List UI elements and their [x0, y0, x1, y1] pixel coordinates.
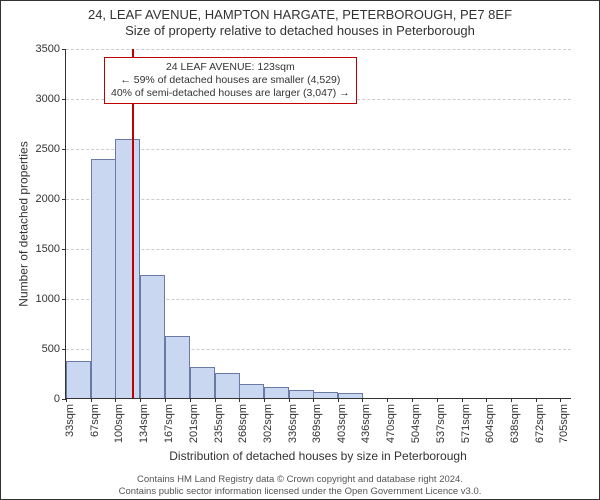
grid-line [66, 149, 571, 150]
x-axis-label: Distribution of detached houses by size … [65, 449, 571, 463]
grid-line [66, 249, 571, 250]
x-tick-mark [511, 398, 512, 402]
x-tick-mark [165, 398, 166, 402]
x-tick-label: 403sqm [336, 404, 348, 443]
title-main: 24, LEAF AVENUE, HAMPTON HARGATE, PETERB… [1, 7, 599, 23]
chart-frame: 24, LEAF AVENUE, HAMPTON HARGATE, PETERB… [0, 0, 600, 500]
x-tick-mark [115, 398, 116, 402]
bar [215, 373, 240, 398]
annotation-line2: ← 59% of detached houses are smaller (4,… [111, 74, 350, 87]
x-tick-label: 571sqm [460, 404, 472, 443]
y-tick-label: 1500 [36, 243, 60, 255]
bar [66, 361, 91, 398]
x-tick-mark [91, 398, 92, 402]
y-tick-label: 500 [42, 343, 60, 355]
annotation-box: 24 LEAF AVENUE: 123sqm← 59% of detached … [104, 57, 357, 104]
x-tick-label: 537sqm [435, 404, 447, 443]
annotation-line1: 24 LEAF AVENUE: 123sqm [111, 61, 350, 74]
x-tick-mark [264, 398, 265, 402]
plot-wrap: 050010001500200025003000350033sqm67sqm10… [65, 49, 571, 399]
x-tick-mark [536, 398, 537, 402]
x-tick-mark [313, 398, 314, 402]
grid-line [66, 199, 571, 200]
title-sub: Size of property relative to detached ho… [1, 23, 599, 39]
x-tick-label: 369sqm [311, 404, 323, 443]
y-tick-label: 3000 [36, 93, 60, 105]
annotation-line3: 40% of semi-detached houses are larger (… [111, 87, 350, 100]
y-tick-label: 0 [54, 393, 60, 405]
x-tick-label: 336sqm [287, 404, 299, 443]
x-tick-label: 302sqm [262, 404, 274, 443]
bar [239, 384, 264, 398]
x-tick-label: 604sqm [484, 404, 496, 443]
x-tick-label: 235sqm [213, 404, 225, 443]
x-tick-mark [362, 398, 363, 402]
x-tick-mark [338, 398, 339, 402]
y-axis-label-text: Number of detached properties [17, 141, 31, 306]
y-axis-label: Number of detached properties [17, 49, 31, 399]
x-tick-label: 33sqm [64, 404, 76, 437]
bar [165, 336, 190, 398]
x-tick-label: 504sqm [410, 404, 422, 443]
footer: Contains HM Land Registry data © Crown c… [1, 474, 599, 497]
y-tick-label: 1000 [36, 293, 60, 305]
x-tick-mark [486, 398, 487, 402]
y-tick-mark [62, 199, 66, 200]
bar [313, 392, 338, 398]
x-tick-mark [387, 398, 388, 402]
bar [264, 387, 289, 398]
y-tick-mark [62, 49, 66, 50]
x-tick-label: 134sqm [138, 404, 150, 443]
y-tick-mark [62, 349, 66, 350]
y-tick-mark [62, 149, 66, 150]
x-tick-label: 100sqm [113, 404, 125, 443]
bar [190, 367, 215, 398]
x-tick-mark [190, 398, 191, 402]
y-tick-mark [62, 299, 66, 300]
y-tick-label: 2500 [36, 143, 60, 155]
x-tick-mark [560, 398, 561, 402]
x-tick-label: 672sqm [534, 404, 546, 443]
bar [140, 275, 165, 398]
x-tick-mark [437, 398, 438, 402]
grid-line [66, 49, 571, 50]
x-tick-label: 638sqm [509, 404, 521, 443]
x-tick-label: 470sqm [385, 404, 397, 443]
bar [289, 390, 314, 398]
y-tick-mark [62, 99, 66, 100]
x-tick-label: 167sqm [163, 404, 175, 443]
x-tick-mark [215, 398, 216, 402]
bar [338, 393, 363, 398]
y-tick-mark [62, 249, 66, 250]
x-tick-mark [66, 398, 67, 402]
footer-line2: Contains public sector information licen… [1, 486, 599, 497]
x-tick-mark [412, 398, 413, 402]
x-tick-mark [140, 398, 141, 402]
plot-area: 050010001500200025003000350033sqm67sqm10… [65, 49, 571, 399]
footer-line1: Contains HM Land Registry data © Crown c… [1, 474, 599, 485]
x-tick-label: 705sqm [558, 404, 570, 443]
x-tick-label: 67sqm [89, 404, 101, 437]
x-tick-label: 268sqm [237, 404, 249, 443]
x-tick-label: 436sqm [360, 404, 372, 443]
x-tick-mark [462, 398, 463, 402]
x-tick-label: 201sqm [188, 404, 200, 443]
y-tick-label: 2000 [36, 193, 60, 205]
bar [91, 159, 116, 398]
x-tick-mark [289, 398, 290, 402]
bar [115, 139, 140, 398]
titles: 24, LEAF AVENUE, HAMPTON HARGATE, PETERB… [1, 1, 599, 40]
y-tick-label: 3500 [36, 43, 60, 55]
x-tick-mark [239, 398, 240, 402]
